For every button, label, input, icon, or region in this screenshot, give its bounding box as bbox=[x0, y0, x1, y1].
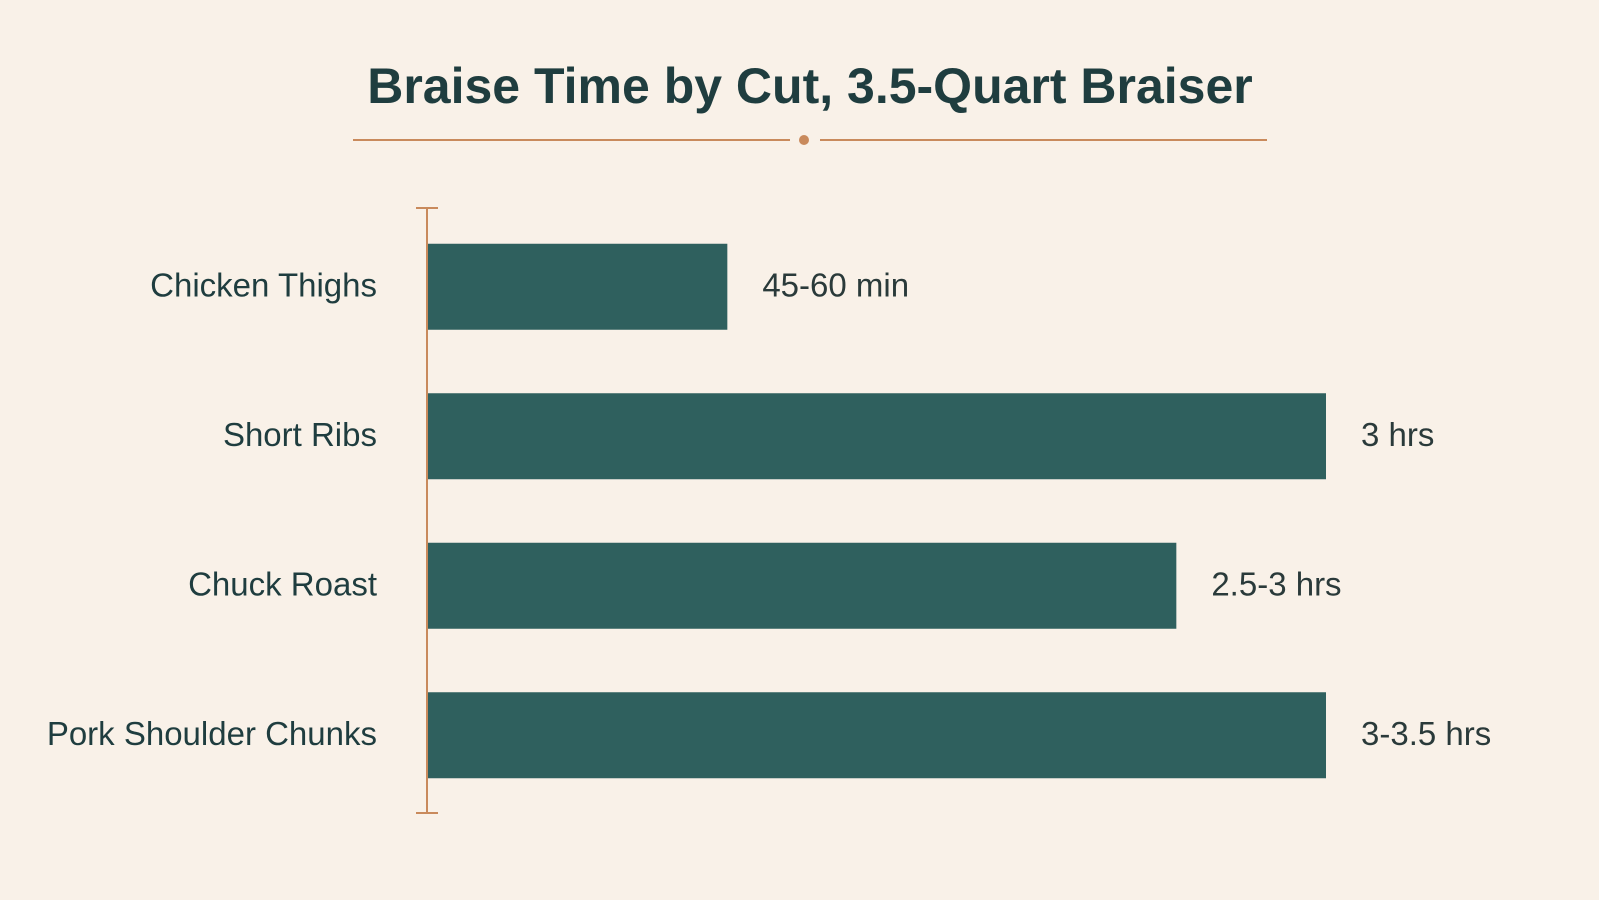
bar bbox=[428, 393, 1326, 480]
chart-title: Braise Time by Cut, 3.5-Quart Braiser bbox=[367, 58, 1253, 114]
value-label: 3-3.5 hrs bbox=[1361, 715, 1491, 752]
category-label: Chuck Roast bbox=[188, 565, 377, 602]
category-label: Short Ribs bbox=[223, 416, 377, 453]
bar bbox=[428, 692, 1326, 779]
category-axis bbox=[416, 207, 438, 814]
bar bbox=[428, 243, 728, 330]
value-label: 3 hrs bbox=[1361, 416, 1434, 453]
value-label: 45-60 min bbox=[762, 266, 909, 303]
category-label: Chicken Thighs bbox=[150, 266, 377, 303]
value-label: 2.5-3 hrs bbox=[1211, 565, 1341, 602]
category-label: Pork Shoulder Chunks bbox=[47, 715, 377, 752]
bar bbox=[428, 542, 1177, 629]
ornament-dot bbox=[799, 135, 809, 145]
